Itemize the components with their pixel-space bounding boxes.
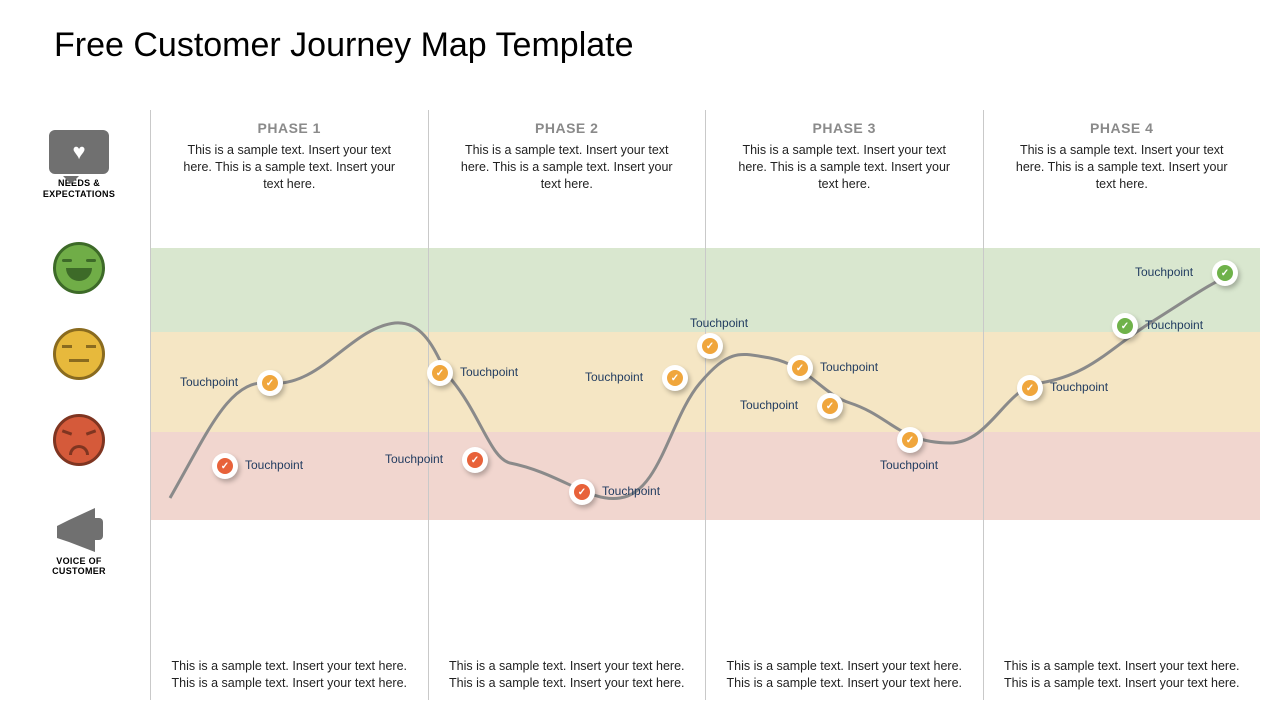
page-title: Free Customer Journey Map Template — [54, 26, 634, 65]
phase-top-text: This is a sample text. Insert your text … — [1002, 142, 1243, 193]
phase-top-text: This is a sample text. Insert your text … — [447, 142, 688, 193]
phase-columns: PHASE 1 This is a sample text. Insert yo… — [150, 110, 1260, 700]
phase-bottom-text: This is a sample text. Insert your text … — [447, 658, 688, 692]
neutral-face-icon — [53, 328, 105, 380]
heart-speech-icon: ♥ — [49, 130, 109, 174]
phase-column-2: PHASE 2 This is a sample text. Insert yo… — [428, 110, 706, 700]
angry-face-icon — [53, 414, 105, 466]
needs-label: NEEDS &EXPECTATIONS — [43, 178, 115, 200]
phase-top-text: This is a sample text. Insert your text … — [724, 142, 965, 193]
phase-column-1: PHASE 1 This is a sample text. Insert yo… — [150, 110, 428, 700]
phase-top-text: This is a sample text. Insert your text … — [169, 142, 410, 193]
happy-face-icon — [53, 242, 105, 294]
phase-title: PHASE 3 — [724, 120, 965, 136]
phase-title: PHASE 2 — [447, 120, 688, 136]
phase-title: PHASE 4 — [1002, 120, 1243, 136]
megaphone-icon — [51, 506, 107, 552]
voice-icon-box: VOICE OFCUSTOMER — [51, 506, 107, 578]
voice-label: VOICE OFCUSTOMER — [52, 556, 106, 578]
phase-bottom-text: This is a sample text. Insert your text … — [169, 658, 410, 692]
phase-column-4: PHASE 4 This is a sample text. Insert yo… — [983, 110, 1261, 700]
phase-bottom-text: This is a sample text. Insert your text … — [724, 658, 965, 692]
left-icon-column: ♥ NEEDS &EXPECTATIONS VOICE OFCUSTOMER — [24, 130, 134, 577]
phase-title: PHASE 1 — [169, 120, 410, 136]
needs-icon-box: ♥ NEEDS &EXPECTATIONS — [43, 130, 115, 200]
phase-bottom-text: This is a sample text. Insert your text … — [1002, 658, 1243, 692]
phase-column-3: PHASE 3 This is a sample text. Insert yo… — [705, 110, 983, 700]
